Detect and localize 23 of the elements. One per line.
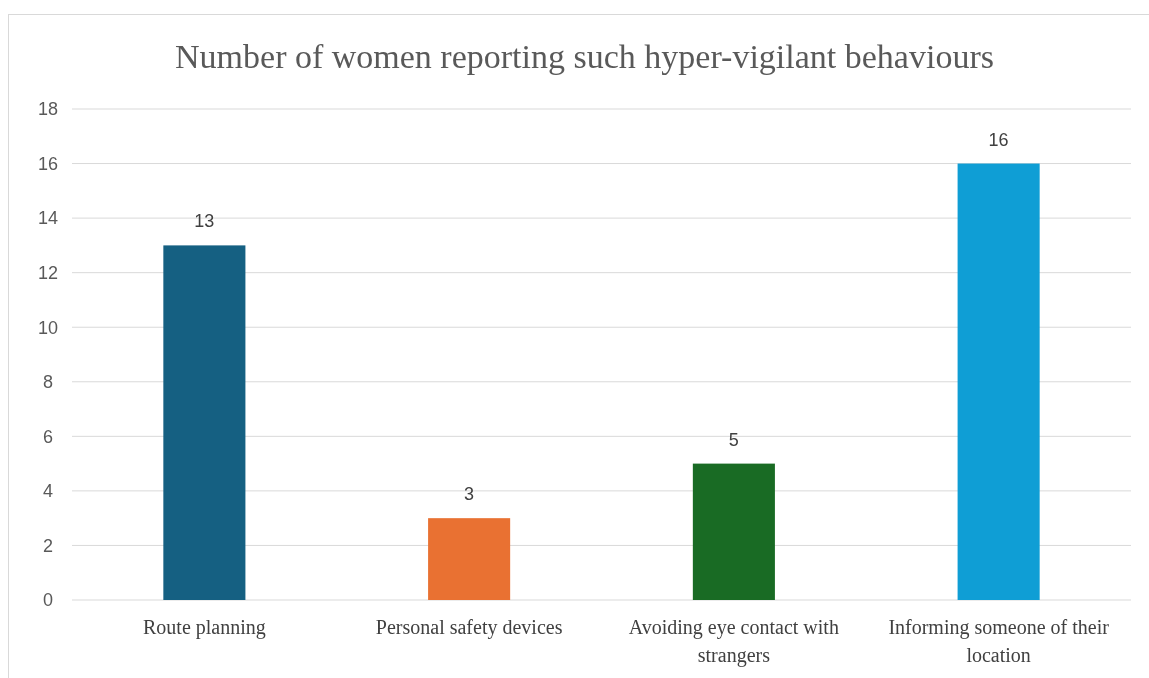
y-tick-label: 16 — [37, 153, 59, 174]
bar — [428, 518, 511, 600]
y-tick-label: 10 — [37, 317, 59, 338]
y-tick-label: 18 — [37, 99, 59, 120]
bar — [163, 245, 246, 600]
data-label: 5 — [728, 429, 739, 450]
data-label: 13 — [194, 211, 215, 232]
x-tick-label: Route planning — [142, 616, 266, 639]
data-label: 3 — [464, 484, 475, 505]
y-tick-label: 12 — [37, 262, 59, 283]
y-tick-label: 14 — [37, 208, 59, 229]
y-tick-label: 8 — [42, 372, 54, 393]
x-tick-label: Informing someone of their location — [888, 616, 1110, 666]
bar — [692, 463, 775, 600]
y-tick-label: 4 — [42, 481, 54, 502]
y-tick-label: 2 — [42, 535, 54, 556]
x-tick-label: Personal safety devices — [375, 616, 563, 639]
data-label: 16 — [988, 129, 1009, 150]
chart-title: Number of women reporting such hyper-vigilant behaviours — [175, 38, 994, 75]
y-tick-label: 0 — [42, 590, 54, 611]
y-tick-label: 6 — [42, 426, 54, 447]
x-tick-label: Avoiding eye contact with strangers — [628, 616, 839, 667]
bar — [957, 163, 1040, 600]
